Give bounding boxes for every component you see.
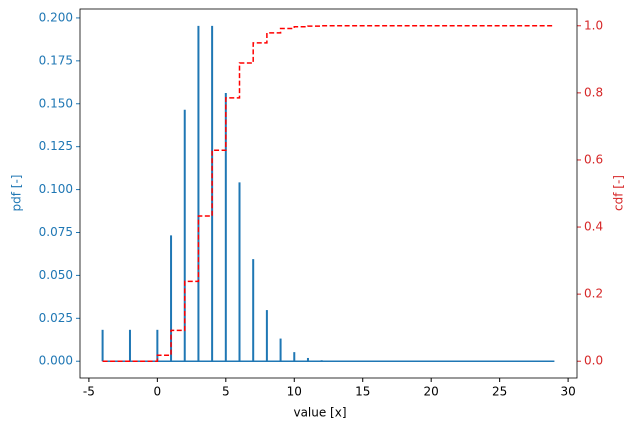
y2-tick-label: 0.8 [584, 85, 603, 99]
y2-axis-label: cdf [-] [612, 175, 626, 211]
x-tick-label: 0 [154, 385, 162, 399]
y2-tick-label: 1.0 [584, 18, 603, 32]
x-tick-label: -5 [83, 385, 95, 399]
x-tick-label: 30 [560, 385, 575, 399]
y-tick-label: 0.100 [39, 182, 73, 196]
x-axis-label: value [x] [293, 406, 346, 420]
y2-tick-label: 0.2 [584, 287, 603, 301]
y-tick-label: 0.075 [39, 225, 73, 239]
y-tick-label: 0.200 [39, 10, 73, 24]
y-axis-label: pdf [-] [10, 175, 24, 212]
y-tick-label: 0.025 [39, 311, 73, 325]
y-tick-label: 0.050 [39, 268, 73, 282]
x-tick-label: 15 [355, 385, 370, 399]
plot-frame [79, 8, 578, 379]
x-tick-label: 20 [424, 385, 439, 399]
x-tick-label: 25 [492, 385, 507, 399]
y-tick-label: 0.175 [39, 53, 73, 67]
y-tick-label: 0.125 [39, 139, 73, 153]
y2-tick-label: 0.4 [584, 220, 603, 234]
cdf-line [102, 25, 555, 362]
y2-tick-label: 0.6 [584, 152, 603, 166]
x-tick-label: 5 [222, 385, 230, 399]
y-tick-label: 0.000 [39, 354, 73, 368]
y2-tick-label: 0.0 [584, 354, 603, 368]
y-tick-label: 0.150 [39, 96, 73, 110]
x-tick-label: 10 [287, 385, 302, 399]
